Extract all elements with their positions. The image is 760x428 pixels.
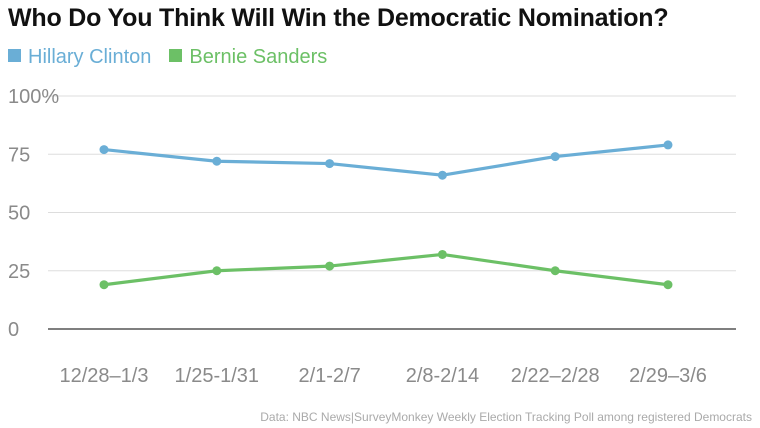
data-point-sanders	[663, 280, 673, 290]
y-tick-label: 75	[8, 144, 30, 166]
data-point-sanders	[437, 249, 447, 259]
data-point-clinton	[663, 140, 673, 150]
legend-label-clinton: Hillary Clinton	[28, 46, 152, 68]
y-tick-label: 0	[8, 319, 19, 341]
data-point-clinton	[212, 156, 222, 166]
gridlines	[48, 95, 736, 330]
series-line-clinton	[102, 143, 670, 177]
x-tick-label: 2/29–3/6	[629, 365, 707, 387]
y-tick-label: 25	[8, 261, 30, 283]
source-note: Data: NBC News|SurveyMonkey Weekly Elect…	[260, 410, 752, 424]
x-tick-label: 2/1-2/7	[298, 365, 360, 387]
data-point-sanders	[99, 280, 109, 290]
data-point-clinton	[325, 159, 335, 169]
series-line-sanders	[102, 252, 670, 287]
legend-item-clinton: Hillary Clinton	[8, 46, 151, 69]
y-tick-labels: 100% 75 50 25 0	[8, 86, 59, 341]
x-tick-label: 1/25-1/31	[175, 365, 260, 387]
legend-swatch-clinton	[8, 49, 21, 63]
legend-swatch-sanders	[169, 49, 183, 63]
data-point-clinton	[437, 170, 447, 180]
legend-label-sanders: Bernie Sanders	[189, 46, 328, 68]
x-tick-label: 12/28–1/3	[60, 365, 149, 387]
legend: Hillary Clinton Bernie Sanders	[8, 46, 341, 70]
legend-item-sanders: Bernie Sanders	[169, 46, 327, 69]
y-tick-label: 50	[8, 203, 30, 225]
x-tick-labels: 12/28–1/3 1/25-1/31 2/1-2/7 2/8-2/14 2/22–2/…	[60, 365, 707, 387]
data-point-sanders	[212, 266, 222, 276]
series-lines	[99, 140, 673, 290]
x-tick-label: 2/22–2/28	[511, 365, 600, 387]
data-point-sanders	[550, 266, 560, 276]
data-point-clinton	[550, 152, 560, 162]
y-tick-label: 100%	[8, 86, 59, 108]
x-tick-label: 2/8-2/14	[406, 365, 479, 387]
data-point-sanders	[325, 261, 335, 271]
data-point-clinton	[99, 145, 109, 155]
chart-title: Who Do You Think Will Win the Democratic…	[8, 4, 669, 32]
